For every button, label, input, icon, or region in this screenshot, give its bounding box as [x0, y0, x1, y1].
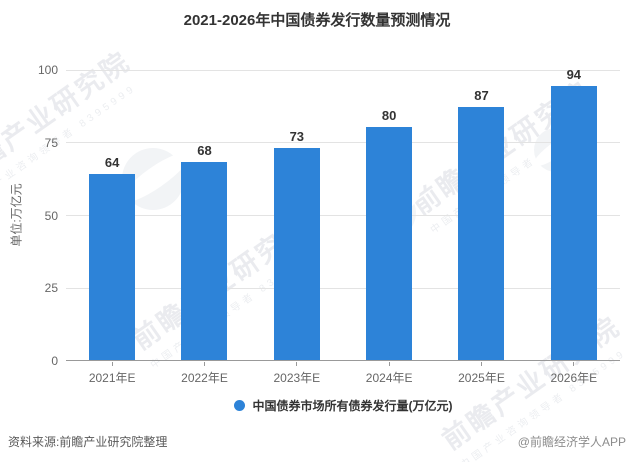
source-text: 资料来源:前瞻产业研究院整理 [8, 435, 168, 449]
y-tick-label: 100 [37, 63, 58, 77]
bar-cell: 80 [343, 70, 435, 360]
bar-cell: 87 [435, 70, 527, 360]
gridline [66, 287, 620, 289]
bar [181, 162, 228, 360]
gridline [66, 142, 620, 144]
bar-cell: 64 [66, 70, 158, 360]
legend: 中国债券市场所有债券发行量(万亿元) [66, 397, 620, 414]
bar-value-label: 64 [104, 154, 120, 170]
bar-value-label: 68 [197, 143, 212, 159]
gridline [66, 69, 620, 71]
x-axis-tick [480, 362, 482, 366]
credit-text: @前瞻经济学人APP [517, 435, 626, 449]
x-tick-label: 2025年E [458, 371, 505, 385]
x-axis-tick [203, 362, 205, 366]
legend-marker-icon [233, 400, 245, 411]
y-tick-label: 75 [44, 135, 58, 150]
bar-value-label: 80 [381, 108, 397, 124]
x-axis-tick [573, 362, 575, 366]
x-tick-label: 2026年E [550, 371, 598, 385]
y-axis-labels: 0 25 50 75 100 [0, 63, 58, 368]
bar-value-label: 73 [289, 128, 305, 144]
y-tick-label: 50 [44, 208, 58, 223]
x-axis-tick [296, 362, 298, 366]
legend-label: 中国债券市场所有债券发行量(万亿元) [252, 399, 453, 413]
x-tick-label: 2022年E [181, 371, 228, 385]
bar-cell: 68 [158, 70, 250, 360]
bar [273, 147, 320, 360]
x-axis-category: 2026年E [528, 362, 620, 386]
bar-value-label: 87 [474, 87, 489, 103]
chart-title: 2021-2026年中国债券发行数量预测情况 [183, 12, 451, 29]
bar [89, 173, 136, 360]
footer: 资料来源:前瞻产业研究院整理 @前瞻经济学人APP [0, 433, 634, 450]
x-tick-label: 2023年E [273, 371, 321, 385]
bar [550, 86, 597, 360]
y-axis-unit-label: 单位:万亿元 [9, 183, 24, 247]
y-tick-label: 25 [44, 281, 58, 296]
bar-value-label: 94 [566, 67, 582, 83]
x-axis-category: 2022年E [158, 362, 250, 386]
bar-cell: 94 [528, 67, 620, 360]
y-tick-label: 0 [51, 354, 58, 368]
bar-cell: 73 [251, 70, 343, 360]
x-tick-label: 2024年E [365, 371, 413, 385]
x-axis-tick [111, 362, 113, 366]
x-axis-labels: 2021年E 2022年E 2023年E 2024年E 2025年E 2026年E [66, 362, 620, 386]
bar [366, 127, 413, 360]
x-tick-label: 2021年E [88, 371, 136, 385]
x-axis-category: 2024年E [343, 362, 435, 386]
x-axis-category: 2021年E [66, 362, 158, 386]
x-axis-category: 2025年E [435, 362, 527, 386]
x-axis-category: 2023年E [251, 362, 343, 386]
bars-row: 64 68 73 80 87 94 [66, 67, 620, 360]
bar [458, 106, 505, 360]
x-axis-tick [388, 362, 390, 366]
gridline [66, 215, 620, 216]
plot-area: 64 68 73 80 87 94 [66, 67, 620, 361]
